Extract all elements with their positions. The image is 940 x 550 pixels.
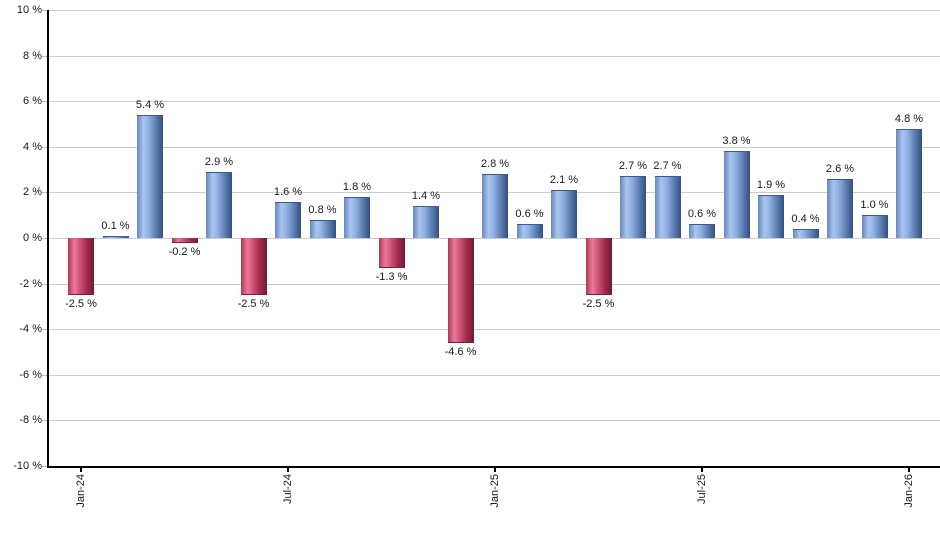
y-axis-line (47, 10, 49, 468)
y-axis-tick (42, 420, 47, 422)
y-axis-tick-label: -10 % (13, 460, 42, 472)
bar (758, 194, 784, 238)
bar (68, 238, 94, 295)
x-axis-tick (287, 466, 289, 472)
y-axis-tick (42, 329, 47, 331)
y-axis-tick (42, 466, 47, 467)
gridline (48, 283, 940, 285)
bar (378, 238, 405, 268)
bar-value-label: 1.6 % (273, 185, 303, 198)
bar (171, 238, 198, 243)
bar (723, 151, 750, 238)
x-axis-tick-label: Jan-25 (489, 474, 501, 508)
bar (689, 224, 715, 238)
y-axis-tick-label: 4 % (23, 140, 42, 153)
bar-value-label: 2.1 % (549, 174, 579, 187)
y-axis-tick (42, 55, 47, 57)
bar (102, 235, 129, 238)
bar-value-label: -1.3 % (375, 270, 408, 283)
y-axis-tick-label: 8 % (23, 49, 42, 62)
bar (516, 224, 543, 238)
y-axis-tick-label: 10 % (16, 4, 42, 16)
y-axis-tick-label: 6 % (23, 95, 42, 108)
bar-value-label: -2.5 % (237, 298, 270, 310)
y-axis-tick (42, 192, 47, 194)
y-axis-tick-label: 2 % (23, 186, 42, 199)
bar-value-label: -4.6 % (444, 345, 477, 358)
y-axis-tick (42, 146, 47, 148)
y-axis-tick (42, 10, 47, 11)
bar-value-label: -2.5 % (65, 298, 97, 310)
x-axis-tick-label: Jul-25 (696, 474, 708, 504)
bar (861, 215, 888, 238)
bar (413, 206, 439, 238)
gridline (48, 374, 940, 376)
gridline (48, 420, 940, 422)
bar-value-label: 1.9 % (756, 178, 786, 191)
x-axis-tick-label: Jan-26 (903, 474, 915, 508)
bar (896, 128, 922, 238)
y-axis-tick (42, 238, 47, 239)
bar (827, 178, 853, 238)
bar (654, 176, 681, 238)
bar-value-label: 3.8 % (722, 135, 751, 148)
gridline (48, 329, 940, 331)
y-axis-tick-label: 0 % (23, 232, 42, 244)
bar (344, 196, 370, 238)
x-axis-line (47, 466, 940, 468)
y-axis-tick-label: -8 % (19, 414, 42, 427)
bar (585, 238, 612, 295)
gridline (48, 101, 940, 103)
x-axis-tick (701, 466, 703, 472)
bar (240, 238, 267, 295)
bar (275, 201, 301, 238)
bar-value-label: 2.7 % (653, 160, 682, 173)
bar-value-label: 1.8 % (342, 180, 372, 193)
y-axis-tick (42, 101, 47, 103)
bar-value-label: 0.6 % (687, 208, 717, 221)
gridline (48, 55, 940, 57)
bar (792, 228, 819, 238)
bar-value-label: 2.7 % (618, 160, 648, 173)
bar-value-label: -2.5 % (582, 298, 615, 310)
bar-value-label: 2.8 % (480, 158, 510, 171)
bar-value-label: -0.2 % (168, 245, 201, 258)
y-axis-tick-label: -6 % (19, 368, 42, 381)
bar (482, 174, 508, 238)
bar (309, 219, 336, 238)
y-axis-tick (42, 283, 47, 285)
bar-value-label: 2.9 % (204, 155, 234, 168)
bar-value-label: 0.1 % (101, 219, 130, 232)
bar-value-label: 0.8 % (308, 203, 337, 216)
bar-value-label: 0.6 % (515, 208, 544, 221)
x-axis-tick (494, 466, 496, 472)
bar (137, 114, 163, 238)
x-axis-tick-label: Jan-24 (75, 474, 87, 508)
bar-value-label: 1.4 % (411, 190, 441, 203)
gridline (48, 10, 940, 11)
bar (206, 171, 232, 238)
bar (447, 238, 474, 343)
bar-value-label: 1.0 % (860, 199, 889, 212)
x-axis-tick-label: Jul-24 (282, 474, 294, 504)
x-axis-tick (908, 466, 910, 472)
plot-area: -2.5 % 0.1 % 5.4 % -0.2 % 2.9 % -2.5 % 1.6 % 0.… (48, 10, 940, 466)
y-axis-tick-label: -4 % (19, 323, 42, 336)
bar-value-label: 4.8 % (894, 112, 924, 125)
y-axis-tick-label: -2 % (19, 277, 42, 290)
bar (551, 190, 577, 238)
bar (620, 176, 646, 238)
x-axis-tick (80, 466, 82, 472)
bar-value-label: 0.4 % (791, 212, 820, 225)
y-axis-tick (42, 374, 47, 376)
bar-value-label: 5.4 % (135, 98, 165, 111)
gridline (48, 146, 940, 148)
gridline (48, 238, 940, 239)
bar-value-label: 2.6 % (825, 162, 855, 175)
